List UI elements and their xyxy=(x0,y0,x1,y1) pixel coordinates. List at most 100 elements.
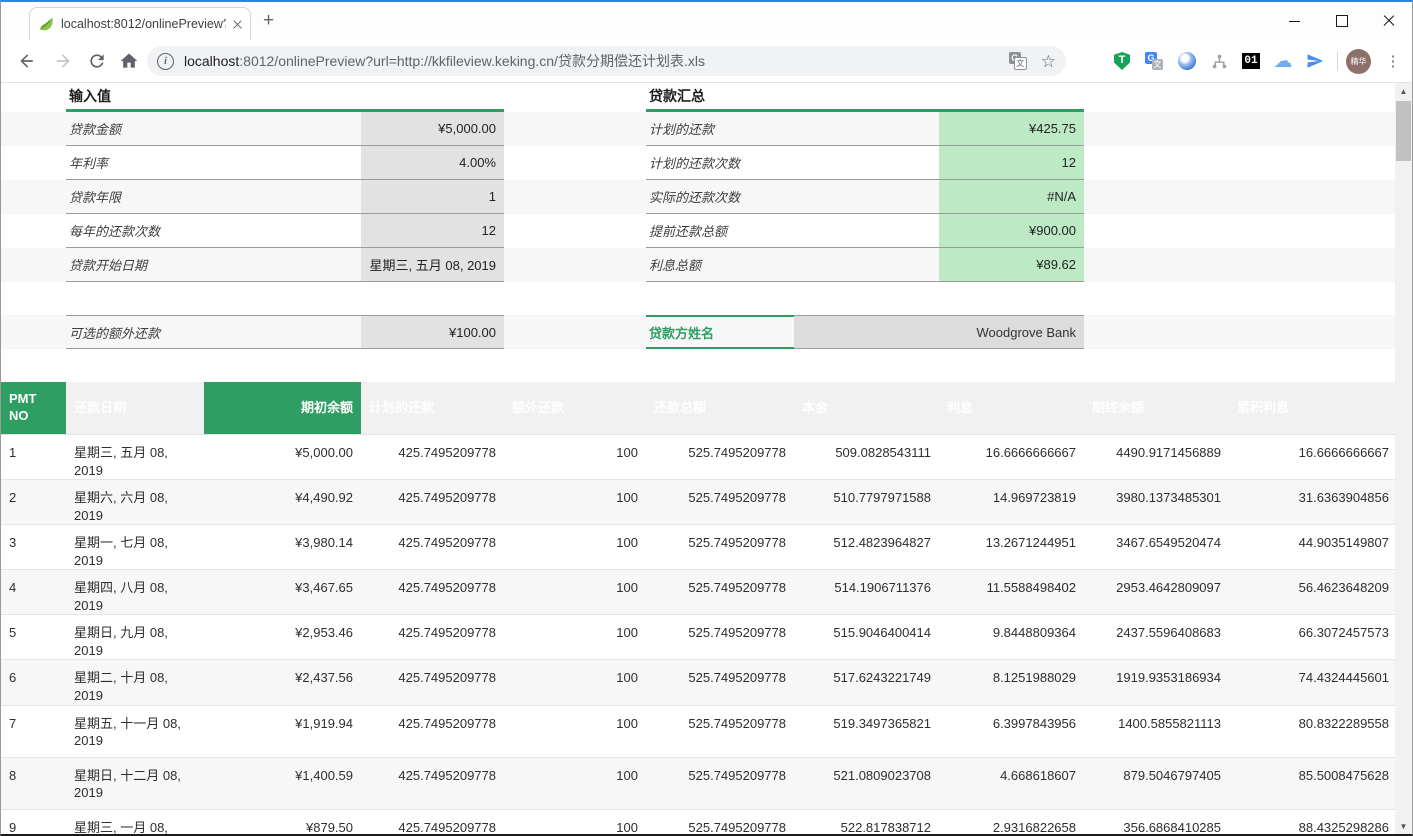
tab-bar: localhost:8012/onlinePreview? + xyxy=(1,2,1412,40)
spacer xyxy=(504,83,646,112)
cell: 515.9046400414 xyxy=(794,615,939,659)
table-row: 6星期二, 十月 08, 2019¥2,437.56425.7495209778… xyxy=(1,660,1397,705)
section-title-row: 输入值 贷款汇总 xyxy=(1,83,1397,112)
column-header: PMT NO xyxy=(1,382,66,434)
close-icon xyxy=(1383,15,1395,27)
table-row: 2星期六, 六月 08, 2019¥4,490.92425.7495209778… xyxy=(1,480,1397,525)
cell: 6.3997843956 xyxy=(939,706,1084,757)
close-button[interactable] xyxy=(1365,2,1412,40)
table-row: 1星期三, 五月 08, 2019¥5,000.00425.7495209778… xyxy=(1,435,1397,480)
cell: 525.7495209778 xyxy=(646,480,794,524)
spacer xyxy=(504,146,646,180)
profile-avatar[interactable]: 精华 xyxy=(1346,49,1371,74)
cell: ¥879.50 xyxy=(204,810,361,835)
cell: 5 xyxy=(1,615,66,659)
url-path: :8012/onlinePreview?url=http://kkfilevie… xyxy=(239,53,705,69)
table-row: 5星期日, 九月 08, 2019¥2,953.46425.7495209778… xyxy=(1,615,1397,660)
minimize-icon xyxy=(1289,21,1300,22)
home-button[interactable] xyxy=(119,51,139,71)
table-row: 3星期一, 七月 08, 2019¥3,980.14425.7495209778… xyxy=(1,525,1397,570)
cell: 425.7495209778 xyxy=(361,480,504,524)
cell: ¥5,000.00 xyxy=(204,435,361,479)
col-a-spacer xyxy=(1,112,66,146)
input-label: 年利率 xyxy=(66,146,361,180)
swirl-glyph xyxy=(1178,52,1196,70)
summary-value: ¥89.62 xyxy=(939,248,1084,282)
scrollbar-thumb[interactable] xyxy=(1396,101,1411,161)
extension-shield-icon[interactable]: T xyxy=(1112,51,1132,71)
input-value: ¥5,000.00 xyxy=(361,112,504,146)
upper-row: 贷款开始日期星期三, 五月 08, 2019利息总额¥89.62 xyxy=(1,248,1397,282)
cell: 522.817838712 xyxy=(794,810,939,835)
sitemap-glyph xyxy=(1211,53,1228,70)
spacer xyxy=(504,180,646,214)
cell: 13.2671244951 xyxy=(939,525,1084,569)
url-host: localhost xyxy=(184,53,239,69)
spacer xyxy=(1084,112,1397,146)
reload-button[interactable] xyxy=(87,51,107,71)
cell: 525.7495209778 xyxy=(646,706,794,757)
maximize-button[interactable] xyxy=(1318,2,1365,40)
summary-label: 计划的还款次数 xyxy=(646,146,939,180)
spacer xyxy=(1084,315,1397,349)
translate-wen-glyph: 文 xyxy=(1152,59,1163,70)
tab-title: localhost:8012/onlinePreview? xyxy=(61,17,226,31)
inputs-section-title: 输入值 xyxy=(66,83,504,112)
cell: 星期六, 六月 08, 2019 xyxy=(66,480,204,524)
col-a-spacer xyxy=(1,248,66,282)
spreadsheet-preview: 输入值 贷款汇总 贷款金额¥5,000.00计划的还款¥425.75年利率4.0… xyxy=(1,83,1397,835)
extension-bird-icon[interactable] xyxy=(1305,51,1325,71)
spacer xyxy=(504,214,646,248)
cell: 星期五, 十一月 08, 2019 xyxy=(66,706,204,757)
browser-tab[interactable]: localhost:8012/onlinePreview? xyxy=(29,7,251,40)
cell: 星期二, 十月 08, 2019 xyxy=(66,660,204,704)
column-header: 还款总额 xyxy=(646,382,794,434)
extension-translate-icon[interactable]: G文 xyxy=(1144,51,1164,71)
maximize-icon xyxy=(1336,15,1348,27)
cell: 525.7495209778 xyxy=(646,660,794,704)
extension-swirl-icon[interactable] xyxy=(1177,51,1197,71)
minimize-button[interactable] xyxy=(1271,2,1318,40)
forward-button[interactable] xyxy=(53,51,73,71)
window-controls xyxy=(1271,2,1412,40)
address-bar[interactable]: i localhost:8012/onlinePreview?url=http:… xyxy=(147,46,1066,76)
input-value: 星期三, 五月 08, 2019 xyxy=(361,248,504,282)
cell: 星期一, 七月 08, 2019 xyxy=(66,525,204,569)
summary-section-title: 贷款汇总 xyxy=(646,83,1084,112)
column-header: 累积利息 xyxy=(1229,382,1397,434)
cell: 525.7495209778 xyxy=(646,758,794,809)
extension-sitemap-icon[interactable] xyxy=(1209,51,1229,71)
cell: 星期四, 八月 08, 2019 xyxy=(66,570,204,614)
cell: 517.6243221749 xyxy=(794,660,939,704)
tab-close-icon[interactable] xyxy=(233,20,242,29)
cell: 525.7495209778 xyxy=(646,810,794,835)
col-a-spacer xyxy=(1,214,66,248)
extra-payment-value: ¥100.00 xyxy=(361,315,504,349)
schedule-body: 1星期三, 五月 08, 2019¥5,000.00425.7495209778… xyxy=(1,435,1397,835)
cell: 879.5046797405 xyxy=(1084,758,1229,809)
cell: 4 xyxy=(1,570,66,614)
browser-toolbar: i localhost:8012/onlinePreview?url=http:… xyxy=(1,40,1412,83)
spacer xyxy=(504,112,646,146)
scroll-down-arrow[interactable]: ▼ xyxy=(1395,818,1412,835)
extension-cloud-icon[interactable]: ☁ xyxy=(1273,51,1293,71)
bookmark-star-icon[interactable]: ☆ xyxy=(1041,53,1056,70)
cell: 425.7495209778 xyxy=(361,706,504,757)
cell: 14.969723819 xyxy=(939,480,1084,524)
table-row: 8星期日, 十二月 08, 2019¥1,400.59425.749520977… xyxy=(1,758,1397,810)
back-button[interactable] xyxy=(17,51,37,71)
cell: 425.7495209778 xyxy=(361,525,504,569)
summary-label: 利息总额 xyxy=(646,248,939,282)
scroll-up-arrow[interactable]: ▲ xyxy=(1395,83,1412,100)
cell: 74.4324445601 xyxy=(1229,660,1397,704)
page-info-icon[interactable]: i xyxy=(157,53,174,70)
extension-01-icon[interactable]: 01 xyxy=(1241,51,1261,71)
new-tab-button[interactable]: + xyxy=(263,11,274,30)
vertical-scrollbar[interactable]: ▲ ▼ xyxy=(1395,83,1412,835)
browser-menu-button[interactable]: ⋮ xyxy=(1383,51,1403,71)
cell: 100 xyxy=(504,758,646,809)
cell: 100 xyxy=(504,435,646,479)
column-header: 计划的还款 xyxy=(361,382,504,434)
translate-page-icon[interactable]: G 文 xyxy=(1009,52,1027,70)
cell: 2.9316822658 xyxy=(939,810,1084,835)
